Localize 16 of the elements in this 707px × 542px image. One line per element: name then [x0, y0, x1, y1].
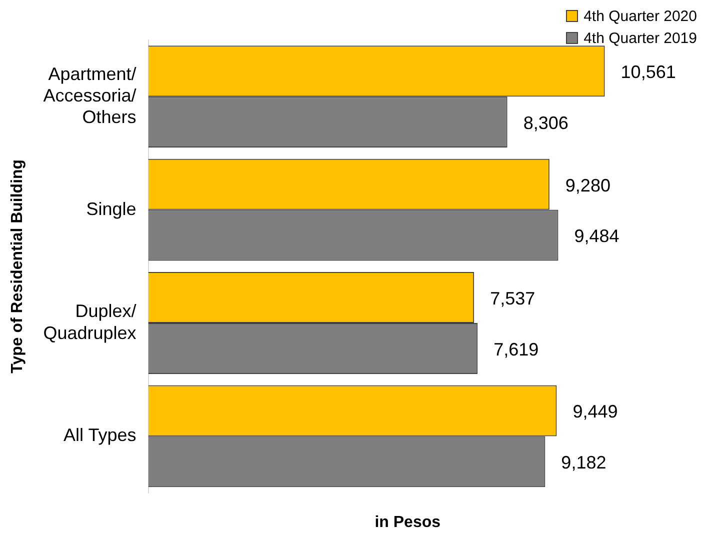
data-label: 9,182 — [561, 452, 606, 473]
y-tick-label: Duplex/ Quadruplex — [43, 301, 136, 343]
data-label: 8,306 — [523, 113, 568, 134]
y-axis-title: Type of Residential Building — [9, 159, 26, 374]
data-label: 10,561 — [620, 62, 676, 82]
y-tick-label: Single — [86, 198, 136, 219]
x-axis-title: in Pesos — [374, 514, 441, 531]
data-label: 7,537 — [490, 288, 536, 308]
y-tick-label: All Types — [64, 425, 136, 446]
data-label: 9,484 — [574, 226, 620, 246]
y-tick-label: Apartment/ Accessoria/ Others — [43, 64, 136, 128]
legend-label: 4th Quarter 2019 — [582, 29, 697, 49]
data-label: 9,280 — [565, 175, 610, 196]
data-label: 9,449 — [572, 402, 618, 422]
data-label: 7,619 — [494, 339, 539, 360]
series-label: 4th Quarter 2020 — [582, 7, 697, 27]
